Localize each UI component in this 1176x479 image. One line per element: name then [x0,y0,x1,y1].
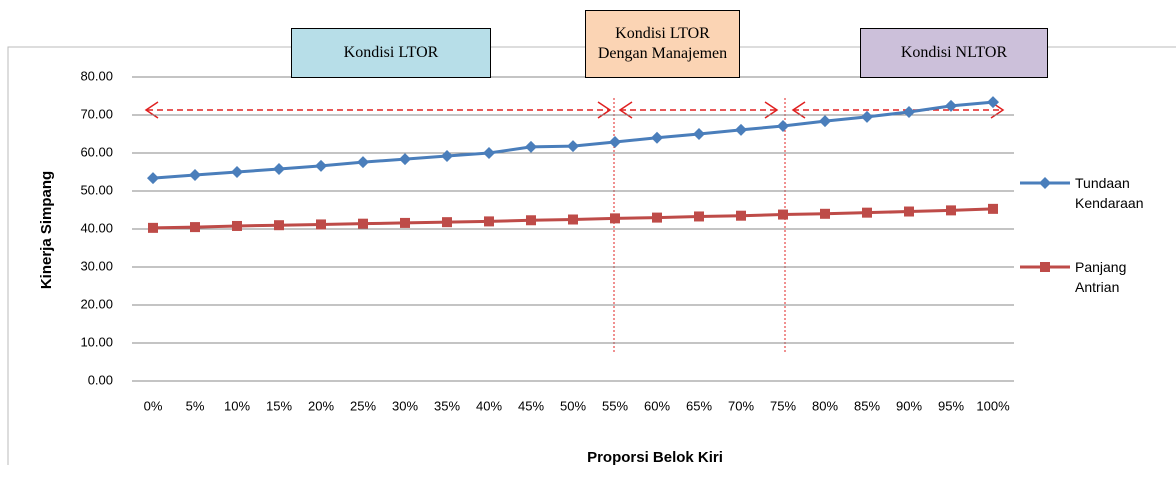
marker [778,209,788,220]
marker [777,120,789,133]
chart-frame [7,46,1176,465]
x-axis-label: Proporsi Belok Kiri [587,449,723,466]
x-tick-label: 20% [308,398,334,413]
x-tick-label: 95% [938,398,964,413]
marker [946,205,956,216]
marker [693,128,705,140]
marker [568,214,578,225]
marker [819,115,831,128]
marker [357,156,369,169]
marker [148,222,158,233]
y-tick-label: 80.00 [80,68,113,83]
marker [567,140,579,153]
x-tick-label: 30% [392,398,418,413]
marker [273,162,285,175]
marker [399,153,411,166]
marker [189,169,201,182]
x-tick-label: 35% [434,398,460,413]
x-tick-label: 85% [854,398,880,413]
marker [147,172,159,185]
y-tick-label: 30.00 [80,258,113,273]
x-tick-label: 15% [266,398,292,413]
marker [904,206,914,217]
marker [525,140,537,153]
marker [526,215,536,226]
marker [274,220,284,231]
marker [1040,262,1050,272]
marker [861,110,873,123]
x-tick-label: 0% [144,398,163,413]
x-tick-label: 50% [560,398,586,413]
x-tick-label: 5% [186,398,205,413]
marker [441,150,453,163]
legend-label: Panjang Antrian [1075,259,1127,295]
marker [484,216,494,227]
marker [820,208,830,219]
marker [232,220,242,231]
x-tick-label: 70% [728,398,754,413]
marker [1039,177,1051,189]
y-tick-label: 70.00 [80,106,113,121]
x-tick-label: 40% [476,398,502,413]
marker [358,218,368,229]
marker [988,203,998,214]
y-tick-label: 60.00 [80,144,113,159]
annotation-box: Kondisi LTOR [291,28,491,78]
y-axis-label: Kinerja Simpang [38,171,55,289]
annotation-box: Kondisi LTOR Dengan Manajemen [585,10,740,78]
x-tick-label: 90% [896,398,922,413]
marker [945,99,957,112]
marker [231,166,243,178]
x-tick-label: 25% [350,398,376,413]
x-tick-label: 45% [518,398,544,413]
annotation-box: Kondisi NLTOR [860,28,1048,78]
marker [190,222,200,233]
x-tick-label: 60% [644,398,670,413]
x-tick-label: 100% [976,398,1010,413]
marker [442,217,452,228]
marker [651,131,663,144]
marker [694,211,704,222]
x-tick-label: 80% [812,398,838,413]
marker [735,123,747,136]
marker [610,213,620,224]
marker [483,147,495,159]
x-tick-label: 10% [224,398,250,413]
legend-label: Tundaan Kendaraan [1075,175,1144,211]
y-tick-label: 40.00 [80,220,113,235]
y-tick-label: 10.00 [80,334,113,349]
y-tick-label: 20.00 [80,296,113,311]
marker [609,135,621,148]
y-tick-label: 0.00 [88,372,113,387]
marker [400,217,410,228]
x-tick-label: 55% [602,398,628,413]
marker [652,212,662,223]
x-tick-label: 65% [686,398,712,413]
x-tick-label: 75% [770,398,796,413]
y-tick-label: 50.00 [80,182,113,197]
marker [736,210,746,221]
marker [987,96,999,109]
marker [903,105,915,118]
marker [862,207,872,218]
marker [315,159,327,172]
marker [316,219,326,230]
